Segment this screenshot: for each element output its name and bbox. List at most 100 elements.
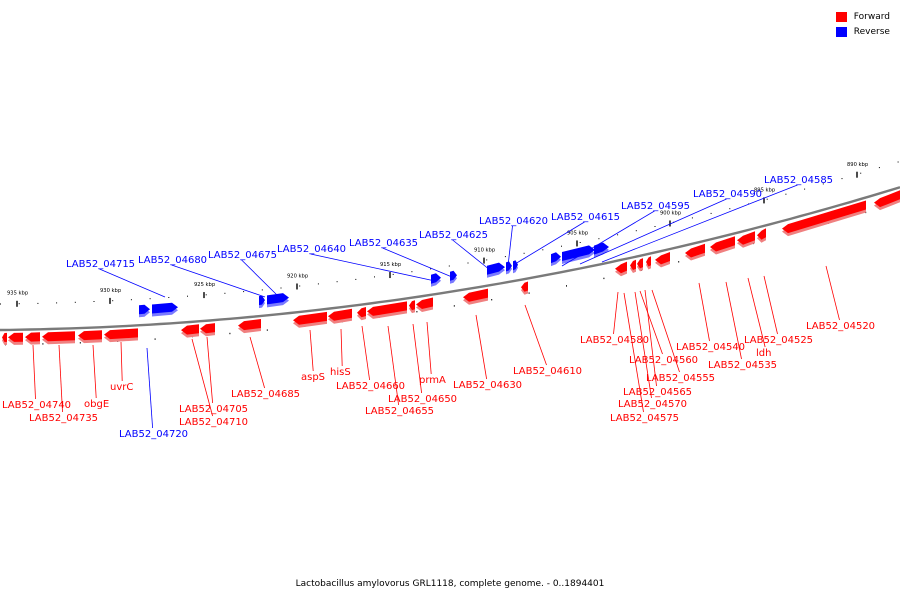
reverse-gene-arrow	[139, 304, 150, 315]
scale-dot-lower	[266, 329, 268, 331]
reverse-gene-arrow	[450, 270, 457, 281]
forward-gene-arrow	[463, 288, 488, 302]
reverse-gene-arrow	[152, 302, 178, 314]
leader-line	[120, 341, 123, 382]
forward-gene-arrow	[685, 243, 705, 258]
leader-line	[92, 344, 97, 399]
leader-line	[32, 344, 36, 400]
forward-gene-arrow	[416, 297, 433, 309]
scale-dot	[112, 300, 114, 302]
scale-dot	[392, 273, 394, 275]
leader-line	[361, 325, 370, 381]
scale-tick-label: 920 kbp	[287, 273, 309, 279]
leader-line	[426, 321, 432, 375]
leader-line	[634, 291, 652, 399]
gene-label: LAB52_04720	[119, 429, 188, 440]
scale-tick-label: 890 kbp	[847, 162, 869, 168]
scale-dot	[0, 303, 1, 305]
leader-line	[206, 336, 213, 404]
scale-dot	[878, 167, 880, 169]
scale-dot	[243, 291, 245, 293]
gene-label: LAB52_04650	[388, 394, 457, 405]
scale-dot	[74, 301, 76, 303]
leader-line	[452, 239, 491, 271]
scale-dot	[355, 278, 357, 280]
scale-dot-lower	[229, 332, 231, 335]
scale-dot	[374, 276, 375, 278]
scale-dot	[504, 256, 506, 258]
gene-label: LAB52_04655	[365, 406, 434, 417]
legend-item-forward: Forward	[835, 9, 890, 24]
scale-dot-lower	[678, 261, 680, 263]
gene-label: LAB52_04560	[629, 355, 698, 366]
leader-line	[382, 247, 453, 278]
leader-line	[507, 225, 513, 267]
leader-line	[191, 338, 213, 417]
scale-dot	[317, 283, 319, 285]
scale-dot	[280, 287, 282, 289]
gene-label: LAB52_04565	[623, 387, 692, 398]
gene-label: LAB52_04735	[29, 413, 98, 424]
leader-line	[825, 265, 840, 321]
gene-label: LAB52_04680	[138, 255, 207, 266]
scale-dot	[766, 198, 768, 200]
gene-label: LAB52_04640	[277, 244, 346, 255]
scale-dot	[187, 295, 188, 297]
gene-label: aspS	[301, 372, 325, 383]
scale-dot-lower	[416, 311, 418, 313]
forward-gene-arrow	[737, 231, 755, 245]
gene-label: LAB52_04585	[764, 175, 833, 186]
gene-label: LAB52_04540	[676, 342, 745, 353]
scale-dot-lower	[79, 342, 81, 344]
legend-label-reverse: Reverse	[853, 26, 890, 37]
forward-gene-arrow	[181, 324, 199, 335]
leader-line	[241, 259, 278, 296]
gene-label: LAB52_04630	[453, 380, 522, 391]
scale-dot	[411, 271, 413, 273]
scale-dot	[93, 301, 95, 302]
scale-dot-lower	[603, 277, 605, 280]
gene-label: uvrC	[110, 382, 133, 393]
reverse-gene-arrow	[487, 262, 505, 275]
reverse-gene-arrow	[506, 261, 512, 272]
gene-label: LAB52_04610	[513, 366, 582, 377]
scale-dot	[56, 302, 58, 304]
leader-line	[146, 347, 153, 429]
scale-dot-lower	[528, 292, 530, 294]
scale-dot-lower	[42, 343, 44, 345]
scale-dot	[467, 262, 469, 264]
leader-line	[99, 268, 166, 298]
leader-line	[387, 325, 399, 406]
leader-line	[340, 328, 343, 367]
gene-label: LAB52_04705	[179, 404, 248, 415]
forward-gene-arrow	[782, 200, 866, 234]
gene-label: prmA	[419, 375, 446, 386]
scale-dot	[18, 303, 20, 305]
leader-line	[561, 210, 655, 267]
reverse-gene-arrow	[431, 273, 441, 284]
leader-line	[651, 289, 680, 373]
scale-dot	[561, 245, 562, 247]
forward-gene-arrow	[615, 261, 627, 274]
legend: Forward Reverse	[835, 9, 890, 39]
forward-gene-arrow	[646, 256, 651, 267]
scale-tick-label: 900 kbp	[660, 210, 682, 216]
forward-swatch	[835, 11, 847, 22]
gene-label: LAB52_04595	[621, 201, 690, 212]
reverse-gene-arrow	[594, 242, 609, 255]
leader-line	[249, 336, 265, 389]
gene-label: ldh	[756, 348, 771, 359]
scale-dot	[635, 230, 637, 232]
leader-line	[524, 304, 547, 366]
gene-label: LAB52_04715	[66, 259, 135, 270]
scale-tick-label: 935 kbp	[7, 291, 29, 297]
gene-label: LAB52_04635	[349, 238, 418, 249]
scale-dot	[486, 259, 488, 261]
gene-label: LAB52_04625	[419, 230, 488, 241]
leader-line	[725, 281, 742, 360]
scale-dot	[224, 292, 226, 294]
forward-gene-arrow	[293, 311, 327, 325]
legend-item-reverse: Reverse	[835, 24, 890, 39]
leader-line	[514, 221, 585, 265]
